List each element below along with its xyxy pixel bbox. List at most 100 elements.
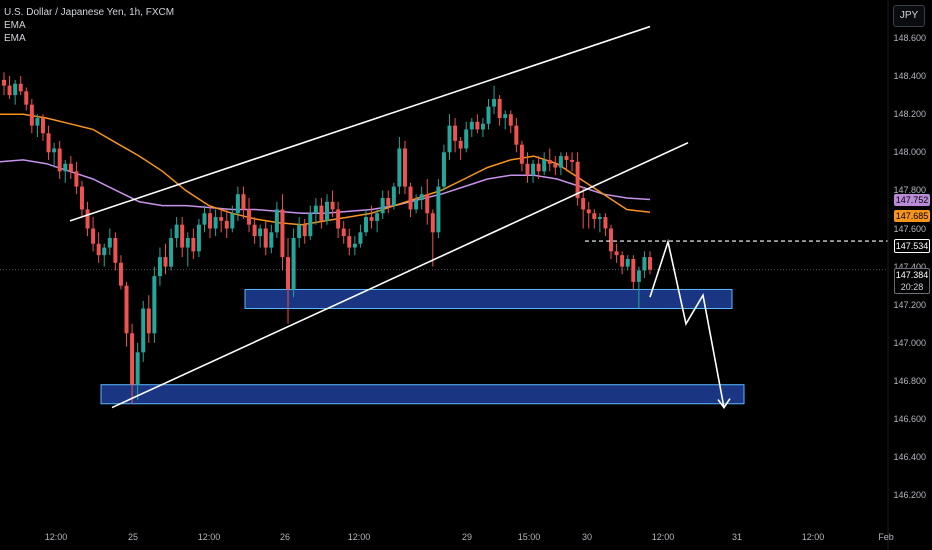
symbol-title[interactable]: U.S. Dollar / Japanese Yen, 1h, FXCM — [4, 7, 175, 18]
ema-indicator-label[interactable]: EMA — [4, 33, 26, 44]
candle — [597, 213, 602, 233]
time-scale-label: 12:00 — [197, 532, 221, 542]
candle-body — [636, 270, 641, 282]
candle-body — [35, 118, 40, 126]
candle — [330, 190, 335, 218]
candle — [631, 255, 636, 290]
candle-body — [536, 163, 541, 172]
price-scale-label: 146.400 — [893, 452, 926, 463]
candle — [458, 137, 463, 160]
candle — [553, 156, 558, 176]
candle — [547, 148, 552, 172]
candle — [402, 140, 407, 195]
candle — [514, 118, 519, 153]
candle — [581, 186, 586, 229]
candle-body — [419, 194, 424, 200]
candle — [570, 152, 575, 172]
ema-slow-price-tag: 147.752 — [894, 194, 930, 206]
candle-body — [519, 144, 524, 164]
candle-body — [102, 247, 107, 256]
candle-body — [107, 238, 112, 248]
candle — [124, 281, 129, 347]
candle-body — [369, 217, 374, 221]
candle — [614, 243, 619, 263]
candle — [313, 198, 318, 225]
candle — [85, 201, 90, 237]
level-price-tag: 147.534 — [894, 239, 930, 253]
candle-body — [29, 104, 34, 126]
candle-body — [269, 232, 274, 248]
candle — [480, 118, 485, 138]
demand-zones[interactable] — [100, 288, 745, 405]
candle-body — [609, 228, 614, 252]
candle — [603, 213, 608, 237]
candle — [648, 251, 652, 275]
channel-upper-trendline — [69, 25, 651, 222]
candle — [625, 255, 630, 271]
time-scale-label: 15:00 — [517, 532, 541, 542]
candle — [35, 114, 40, 138]
candle — [107, 228, 112, 256]
candle — [2, 72, 6, 96]
candle — [96, 232, 101, 263]
candle — [336, 201, 341, 239]
candle — [118, 255, 123, 290]
candle-body — [375, 213, 380, 221]
candle — [163, 243, 168, 275]
candle — [636, 266, 641, 309]
candle — [430, 209, 435, 267]
candle — [486, 98, 491, 130]
candle-body — [436, 186, 441, 233]
price-scale-label: 148.000 — [893, 147, 926, 158]
candle — [347, 228, 352, 256]
candle — [469, 118, 474, 138]
ema-fast-line — [0, 113, 651, 226]
candle — [224, 209, 229, 239]
candle — [308, 205, 313, 240]
candle — [425, 178, 430, 225]
candle — [24, 87, 29, 111]
candle-body — [592, 213, 597, 219]
candle-body — [352, 243, 357, 248]
candle-body — [503, 114, 508, 119]
candle-body — [85, 209, 90, 229]
candle-body — [620, 255, 625, 267]
candle-body — [118, 262, 123, 286]
candle-body — [247, 209, 252, 225]
candle — [258, 224, 263, 248]
candle — [397, 137, 402, 195]
candlestick-series — [2, 72, 652, 404]
ema-fast-price-tag: 147.685 — [894, 210, 930, 222]
drawings[interactable] — [69, 25, 888, 409]
candle — [135, 342, 140, 400]
candle-body — [586, 209, 591, 214]
candle-body — [408, 186, 413, 210]
candle-body — [157, 257, 162, 277]
candle-body — [558, 156, 563, 168]
candle-body — [152, 276, 157, 334]
candle — [609, 224, 614, 259]
candle — [269, 224, 274, 254]
candle — [358, 224, 363, 248]
candle-body — [196, 224, 201, 252]
candle-body — [185, 238, 190, 248]
candle-body — [302, 224, 307, 237]
candle — [297, 217, 302, 248]
candle — [497, 95, 502, 126]
candle — [369, 205, 374, 229]
candle — [531, 159, 536, 183]
candle — [74, 161, 79, 195]
candle — [380, 190, 385, 219]
price-scale-label: 148.200 — [893, 109, 926, 120]
candle-body — [308, 213, 313, 237]
candle — [213, 209, 218, 237]
currency-badge[interactable]: JPY — [893, 5, 925, 27]
forecast-arrowhead — [717, 398, 731, 409]
candle-body — [547, 159, 552, 164]
candle-body — [91, 228, 96, 244]
candle-body — [386, 198, 391, 206]
candle-body — [18, 83, 23, 92]
candle — [386, 190, 391, 214]
ema-indicator-label[interactable]: EMA — [4, 20, 26, 31]
